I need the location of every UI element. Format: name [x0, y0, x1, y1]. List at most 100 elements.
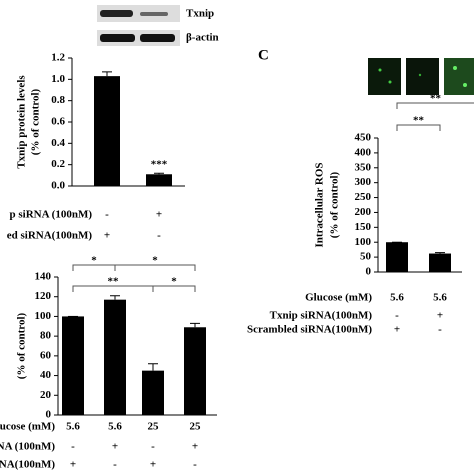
- condition-value: -: [105, 209, 109, 221]
- y-axis-label: (% of control): [16, 312, 28, 379]
- significance-label: ***: [151, 159, 168, 171]
- image-speck: [378, 68, 382, 72]
- condition-value: -: [438, 324, 442, 336]
- significance-label: *: [171, 276, 177, 288]
- significance-bracket: [396, 124, 441, 131]
- y-axis-label: Txnip protein levels: [16, 75, 28, 169]
- y-tick-label: 140: [35, 271, 52, 283]
- error-bar: [102, 71, 112, 77]
- condition-label: Scrambled siRNA(100nM): [247, 324, 372, 336]
- y-tick-label: 0: [366, 266, 372, 278]
- y-tick-label: 50: [360, 251, 372, 263]
- condition-value: +: [192, 441, 198, 453]
- y-axis-label: (% of control): [30, 88, 42, 155]
- y-tick-label: 0: [46, 409, 52, 421]
- condition-label: ed siRNA(100nM): [7, 230, 93, 242]
- condition-value: -: [157, 230, 161, 242]
- blot-label: β-actin: [186, 32, 219, 44]
- condition-label: ucose (mM): [0, 421, 55, 433]
- condition-label: Glucose (mM): [305, 292, 372, 304]
- y-axis-label: Intracellular ROS: [314, 162, 326, 247]
- bar: [184, 327, 206, 415]
- condition-value: +: [104, 230, 110, 242]
- y-tick-label: 200: [355, 206, 372, 218]
- condition-value: 5.6: [108, 421, 122, 433]
- condition-value: 5.6: [390, 292, 404, 304]
- image-speck: [418, 73, 422, 77]
- blot-band: [100, 10, 133, 17]
- y-tick-label: 60: [40, 349, 52, 361]
- y-tick-label: 0.4: [51, 137, 65, 149]
- image: [406, 58, 439, 95]
- condition-value: -: [395, 310, 399, 322]
- y-tick-label: 20: [40, 389, 52, 401]
- bar: [62, 316, 84, 415]
- y-tick-label: 300: [355, 176, 372, 188]
- y-tick-label: 0.2: [51, 158, 65, 170]
- error-bar: [154, 172, 164, 175]
- significance-bracket: [396, 102, 474, 109]
- condition-value: 5.6: [66, 421, 80, 433]
- significance-label: **: [430, 93, 442, 105]
- condition-label: Txnip siRNA(100nM): [270, 310, 373, 322]
- condition-value: +: [70, 459, 76, 471]
- bar: [142, 370, 164, 415]
- y-tick-label: 450: [355, 132, 372, 144]
- panel-label: C: [258, 47, 269, 63]
- blot-label: Txnip: [186, 8, 214, 20]
- error-bar: [148, 363, 158, 371]
- y-tick-label: 40: [40, 369, 52, 381]
- image-speck: [453, 66, 457, 70]
- image-speck: [388, 80, 392, 84]
- condition-value: -: [71, 441, 75, 453]
- y-tick-label: 120: [35, 290, 52, 302]
- significance-bracket: [114, 264, 196, 271]
- y-tick-label: 250: [355, 191, 372, 203]
- y-tick-label: 0.0: [51, 180, 65, 192]
- y-tick-label: 1.2: [51, 52, 65, 64]
- significance-label: **: [108, 276, 120, 288]
- y-axis-label: (% of control): [329, 171, 341, 238]
- bar: [94, 76, 120, 186]
- fluorescence-images: [368, 58, 474, 95]
- y-tick-label: 1.0: [51, 73, 65, 85]
- condition-value: +: [437, 310, 443, 322]
- condition-value: -: [193, 459, 197, 471]
- condition-value: 25: [148, 421, 160, 433]
- blot-band: [140, 12, 168, 16]
- significance-label: **: [413, 115, 425, 127]
- error-bar: [190, 322, 200, 328]
- blot-band: [140, 34, 175, 42]
- y-tick-label: 150: [355, 221, 372, 233]
- condition-value: +: [112, 441, 118, 453]
- error-bar: [110, 295, 120, 300]
- condition-value: +: [150, 459, 156, 471]
- image-speck: [463, 83, 467, 87]
- y-tick-label: 400: [355, 146, 372, 158]
- significance-label: *: [91, 255, 97, 267]
- image: [444, 58, 474, 95]
- error-bar: [435, 252, 445, 254]
- bar: [146, 174, 172, 186]
- bar: [386, 242, 408, 272]
- blot-band: [100, 34, 135, 42]
- condition-value: -: [113, 459, 117, 471]
- y-tick-label: 0.8: [51, 94, 65, 106]
- image: [368, 58, 401, 95]
- condition-value: -: [151, 441, 155, 453]
- y-tick-label: 350: [355, 161, 372, 173]
- significance-bracket: [152, 285, 196, 292]
- y-tick-label: 100: [35, 310, 52, 322]
- blot-frame: [97, 5, 180, 22]
- significance-label: *: [152, 255, 158, 267]
- bar: [104, 299, 126, 415]
- y-tick-label: 100: [355, 236, 372, 248]
- blot-images: [97, 5, 180, 46]
- condition-value: 5.6: [433, 292, 447, 304]
- condition-value: +: [394, 324, 400, 336]
- condition-label: NA (100nM): [0, 441, 55, 453]
- y-tick-label: 0.6: [51, 116, 65, 128]
- condition-value: +: [156, 209, 162, 221]
- condition-label: p siRNA (100nM): [9, 209, 92, 221]
